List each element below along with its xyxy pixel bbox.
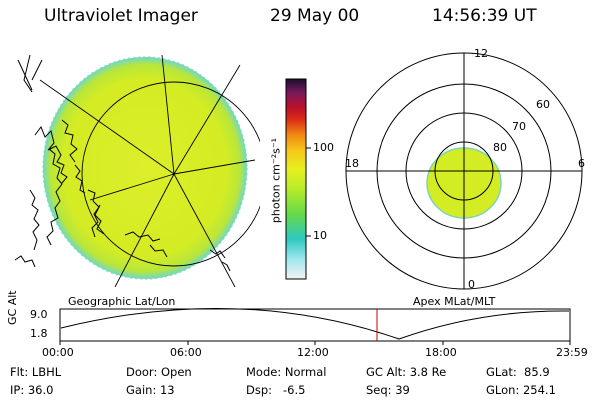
geographic-panel	[14, 55, 260, 287]
polar-grid	[345, 52, 583, 290]
mlt-label-18: 18	[345, 157, 359, 170]
status-gc-alt: GC Alt: 3.8 Re	[366, 365, 447, 379]
time-label: 14:56:39 UT	[432, 6, 537, 26]
status-glon: GLon: 254.1	[486, 383, 556, 397]
lat-label-60: 60	[536, 98, 550, 111]
status-gain: Gain: 13	[126, 383, 175, 397]
latlon-grid	[39, 55, 260, 287]
status-door: Door: Open	[126, 365, 192, 379]
geographic-caption: Geographic Lat/Lon	[68, 295, 176, 308]
colorbar-tick-10: 10	[313, 229, 327, 242]
mlt-label-12: 12	[474, 47, 488, 60]
status-filter: Flt: LBHL	[10, 365, 62, 379]
timeline-xtick-0000: 00:00	[42, 346, 74, 359]
apex-caption: Apex MLat/MLT	[413, 295, 496, 308]
app-title: Ultraviolet Imager	[44, 6, 198, 26]
auroral-image	[43, 57, 247, 279]
timeline-xtick-1800: 18:00	[425, 346, 457, 359]
timeline-plot	[59, 307, 571, 345]
mlt-label-0: 0	[468, 278, 475, 291]
colorbar	[285, 78, 311, 280]
timeline-ytick-min: 1.8	[30, 327, 48, 340]
date-label: 29 May 00	[270, 6, 360, 26]
mlt-label-6: 6	[578, 157, 585, 170]
status-dsp: Dsp: -6.5	[246, 383, 306, 397]
colorbar-unit-label: photon cm⁻²s⁻¹	[269, 137, 283, 224]
status-glat: GLat: 85.9	[486, 365, 550, 379]
lat-label-70: 70	[512, 120, 526, 133]
colorbar-tick-100: 100	[313, 141, 334, 154]
coastline-overlay	[14, 55, 231, 272]
lat-label-80: 80	[493, 141, 507, 154]
timeline-xtick-1200: 12:00	[297, 346, 329, 359]
timeline-ytick-max: 9.0	[30, 308, 48, 321]
polar-panel	[345, 52, 583, 290]
timeline-ylabel: GC Alt	[6, 290, 19, 325]
timeline-xtick-2359: 23:59	[556, 346, 588, 359]
status-ip: IP: 36.0	[10, 383, 54, 397]
status-mode: Mode: Normal	[246, 365, 327, 379]
timeline-xtick-0600: 06:00	[170, 346, 202, 359]
status-seq: Seq: 39	[366, 383, 410, 397]
